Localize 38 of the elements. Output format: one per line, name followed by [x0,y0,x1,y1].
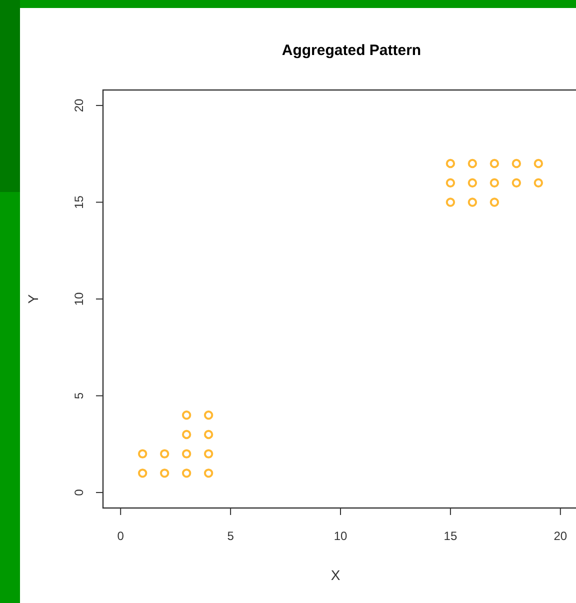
y-tick-label: 5 [72,392,86,400]
point [204,449,214,458]
point [468,178,478,188]
point [468,158,478,168]
point [446,198,456,207]
point [468,198,478,207]
x-tick-label: 5 [227,529,234,543]
point [182,430,192,440]
point [182,468,192,478]
point [160,468,170,478]
point [138,449,148,458]
y-axis-title: Y [25,294,41,304]
x-tick-label: 10 [334,529,348,543]
x-tick-label: 0 [117,529,124,543]
point [182,410,192,420]
point [446,178,456,188]
point [490,198,500,207]
x-tick-label: 20 [554,529,568,543]
point [138,468,148,478]
x-axis-title: X [330,567,341,583]
point [490,158,500,168]
point [490,178,500,188]
point [204,410,214,420]
y-tick-label: 0 [72,488,86,496]
chart-title: Aggregated Pattern [282,42,422,59]
point [204,430,214,440]
point [534,158,544,168]
y-tick-label: 20 [72,98,86,112]
y-tick-label: 15 [72,195,86,209]
point [512,178,522,188]
point [182,449,192,458]
point [534,178,544,188]
point [160,449,170,458]
point [512,158,522,168]
point [446,158,456,168]
x-tick-label: 15 [444,529,458,543]
y-tick-label: 10 [72,292,86,306]
point [204,468,214,478]
